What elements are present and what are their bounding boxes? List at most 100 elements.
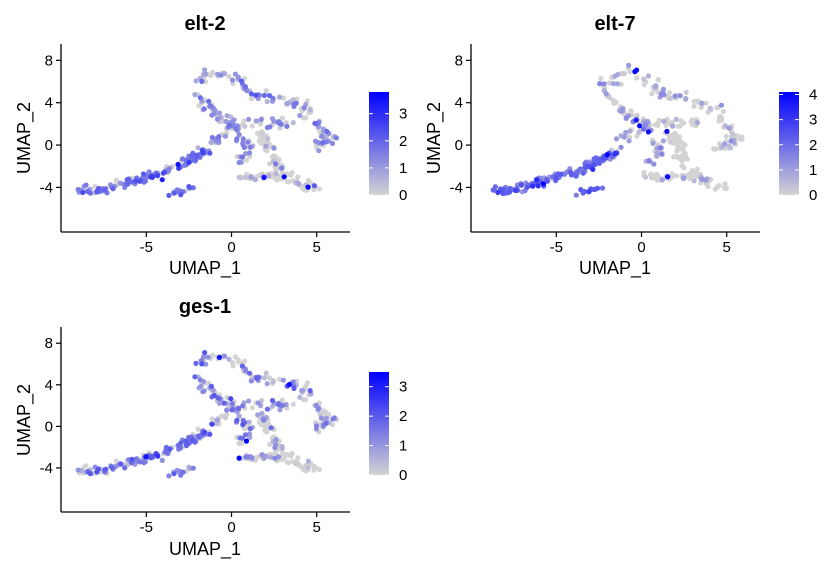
- cell-point: [276, 157, 282, 163]
- cell-point: [238, 78, 245, 84]
- cell-point: [618, 144, 624, 150]
- cell-point: [657, 145, 664, 151]
- cell-point: [279, 402, 285, 408]
- cell-point: [652, 172, 659, 178]
- cell-point: [610, 97, 616, 103]
- cell-point: [329, 140, 336, 146]
- cell-point: [178, 440, 184, 446]
- cell-point: [133, 178, 139, 184]
- cell-point: [240, 136, 246, 142]
- cell-point: [665, 174, 671, 180]
- cell-point: [122, 465, 128, 471]
- cell-point: [261, 174, 267, 181]
- legend-tick-label: 3: [809, 112, 817, 129]
- cell-point: [284, 459, 290, 465]
- cell-point: [190, 437, 196, 443]
- cell-point: [604, 152, 610, 158]
- cell-point: [124, 177, 130, 183]
- cell-point: [216, 354, 222, 360]
- cell-point: [113, 458, 119, 464]
- cell-point: [110, 186, 116, 192]
- cell-point: [239, 154, 245, 160]
- cell-point: [656, 118, 662, 124]
- plot-title: ges-1: [179, 296, 231, 318]
- cell-point: [600, 155, 606, 161]
- cell-point: [296, 181, 302, 187]
- cell-point: [160, 170, 166, 176]
- cell-point: [242, 84, 248, 90]
- cell-point: [222, 415, 228, 421]
- cell-point: [199, 78, 205, 84]
- cell-point: [189, 153, 195, 159]
- cell-point: [728, 138, 734, 144]
- cell-point: [240, 403, 246, 409]
- cell-point: [208, 383, 214, 389]
- cell-point: [210, 69, 216, 75]
- cell-point: [597, 81, 603, 87]
- cell-point: [83, 182, 89, 188]
- cell-point: [634, 75, 640, 81]
- cell-point: [214, 421, 220, 427]
- cell-point: [271, 118, 277, 124]
- cell-point: [207, 431, 213, 437]
- cell-point: [636, 129, 642, 135]
- cell-point: [284, 123, 290, 129]
- cell-point: [183, 438, 189, 444]
- cell-point: [499, 188, 505, 195]
- legend-tick-label: 1: [809, 162, 817, 179]
- cell-point: [297, 112, 303, 119]
- y-tick-label: 0: [45, 418, 53, 435]
- cell-point: [199, 361, 205, 367]
- cell-point: [726, 125, 732, 131]
- cell-point: [655, 77, 662, 83]
- x-tick-label: -5: [140, 239, 153, 256]
- cell-point: [113, 177, 119, 183]
- cell-point: [316, 405, 322, 411]
- cell-point: [240, 421, 246, 428]
- cell-point: [553, 176, 559, 182]
- cell-point: [524, 184, 530, 190]
- cell-point: [235, 74, 241, 80]
- cell-point: [223, 118, 229, 125]
- cell-point: [279, 443, 285, 449]
- cell-point: [320, 408, 327, 414]
- cell-point: [166, 473, 172, 479]
- cell-point: [149, 174, 155, 180]
- cell-point: [664, 128, 670, 134]
- cell-point: [653, 83, 659, 89]
- cell-point: [246, 431, 253, 437]
- cell-point: [301, 105, 307, 111]
- cell-point: [226, 356, 232, 362]
- cell-point: [726, 143, 732, 149]
- cell-point: [507, 189, 513, 195]
- cell-point: [171, 471, 177, 477]
- cell-point: [607, 95, 613, 101]
- x-tick-label: 0: [637, 239, 645, 256]
- cell-point: [229, 401, 235, 407]
- y-tick-label: -4: [450, 179, 463, 196]
- y-tick-label: 4: [45, 377, 53, 394]
- cell-point: [224, 113, 230, 119]
- legend-ticks: 0 1 2 3 4: [779, 87, 817, 204]
- cell-point: [277, 94, 283, 100]
- cell-point: [681, 120, 687, 126]
- cell-point: [280, 377, 286, 383]
- legend-tick-label: 2: [399, 408, 407, 425]
- cell-point: [246, 116, 252, 122]
- cell-point: [166, 166, 172, 172]
- cell-point: [216, 134, 222, 140]
- cell-point: [573, 173, 579, 179]
- cell-point: [603, 91, 609, 97]
- cell-point: [261, 417, 267, 423]
- cell-point: [590, 162, 596, 168]
- cell-point: [263, 143, 269, 149]
- legend-tick-label: 2: [809, 137, 817, 154]
- cell-point: [159, 177, 165, 183]
- cell-point: [681, 153, 687, 159]
- cell-point: [236, 413, 242, 419]
- scatter-points: [75, 67, 339, 198]
- legend-tick-label: 2: [399, 133, 407, 150]
- cell-point: [264, 381, 270, 387]
- cell-point: [264, 98, 270, 105]
- cell-point: [654, 150, 660, 156]
